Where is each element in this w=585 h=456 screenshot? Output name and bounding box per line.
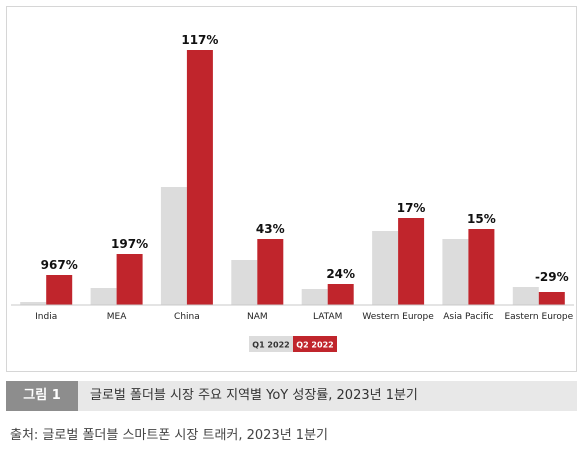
source-note: 출처: 글로벌 폴더블 스마트폰 시장 트래커, 2023년 1분기 — [10, 428, 328, 443]
bar-q2-western-europe — [398, 218, 425, 305]
bar-q1-eastern-europe — [512, 287, 539, 305]
legend-label-q2: Q2 2022 — [296, 341, 333, 350]
bar-q2-china — [186, 50, 213, 305]
chart-panel: 967% 197% 117% 43% 24% 17% 15% -29% India MEA Chi… — [6, 6, 577, 372]
bar-q1-western-europe — [372, 231, 399, 305]
figure-caption-text: 글로벌 폴더블 시장 주요 지역별 YoY 성장률, 2023년 1분기 — [90, 388, 418, 403]
legend-swatch-q1 — [249, 336, 293, 352]
chart-legend: Q1 2022 Q2 2022 — [249, 336, 337, 352]
category-label: China — [174, 312, 200, 322]
data-label: 117% — [181, 33, 218, 47]
figure-number-label: 그림 1 — [6, 381, 78, 411]
category-ticks-layer: India MEA China NAM LATAM Western Europe Asia … — [35, 312, 573, 322]
bar-q1-latam — [301, 289, 328, 305]
legend-label-q1: Q1 2022 — [252, 341, 289, 350]
bar-q1-mea — [90, 288, 117, 305]
data-label: 197% — [111, 237, 148, 251]
bar-q2-india — [46, 275, 73, 305]
data-label: 967% — [41, 258, 78, 272]
bar-q2-nam — [257, 239, 284, 305]
data-label: 15% — [467, 212, 496, 226]
bar-chart: 967% 197% 117% 43% 24% 17% 15% -29% India MEA Chi… — [11, 33, 574, 352]
data-label: 43% — [256, 222, 285, 236]
category-label: Eastern Europe — [504, 312, 573, 322]
data-label: 24% — [326, 267, 355, 281]
figure-caption-bar: 그림 1 글로벌 폴더블 시장 주요 지역별 YoY 성장률, 2023년 1분… — [6, 381, 577, 411]
data-label: -29% — [535, 270, 569, 284]
bar-q2-latam — [327, 284, 354, 305]
bars-layer — [20, 50, 565, 305]
bar-q1-india — [20, 302, 47, 305]
category-label: Western Europe — [362, 312, 434, 322]
category-label: NAM — [247, 312, 268, 322]
bar-q1-nam — [231, 260, 258, 305]
category-label: LATAM — [313, 312, 342, 322]
category-label: MEA — [107, 312, 127, 322]
bar-q2-eastern-europe — [538, 292, 565, 305]
bar-q2-asia-pacific — [468, 229, 495, 305]
bar-q2-mea — [116, 254, 143, 305]
legend-swatch-q2 — [293, 336, 337, 352]
data-labels-layer: 967% 197% 117% 43% 24% 17% 15% -29% — [41, 33, 569, 284]
bar-q1-china — [160, 187, 187, 305]
category-label: India — [35, 312, 57, 322]
bar-q1-asia-pacific — [442, 239, 469, 305]
category-label: Asia Pacific — [443, 312, 493, 322]
data-label: 17% — [397, 201, 426, 215]
